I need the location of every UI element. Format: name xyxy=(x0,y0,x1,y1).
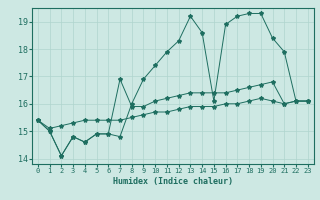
X-axis label: Humidex (Indice chaleur): Humidex (Indice chaleur) xyxy=(113,177,233,186)
